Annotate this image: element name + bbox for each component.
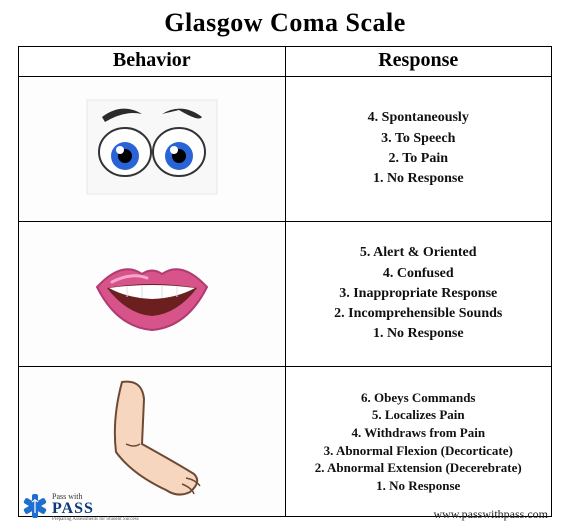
logo-text: Pass with PASS Preparing Assessments for… (52, 493, 139, 522)
logo-main-text: PASS (52, 501, 139, 517)
table-row: 5. Alert & Oriented 4. Confused 3. Inapp… (19, 222, 552, 367)
response-item: 3. Abnormal Flexion (Decorticate) (290, 442, 548, 460)
star-of-life-icon (22, 493, 48, 522)
logo-sub-text: Preparing Assessments for Student Succes… (52, 517, 139, 522)
table-row: 4. Spontaneously 3. To Speech 2. To Pain… (19, 77, 552, 222)
response-item: 6. Obeys Commands (290, 389, 548, 407)
behavior-cell-eyes (19, 77, 286, 222)
col-header-behavior: Behavior (19, 47, 286, 77)
response-item: 1. No Response (290, 477, 548, 495)
response-item: 3. To Speech (290, 129, 548, 149)
mouth-icon (77, 242, 227, 347)
pass-logo: Pass with PASS Preparing Assessments for… (22, 493, 139, 522)
eyes-icon (77, 92, 227, 207)
footer: Pass with PASS Preparing Assessments for… (22, 493, 548, 522)
response-item: 2. Abnormal Extension (Decerebrate) (290, 459, 548, 477)
response-cell-mouth: 5. Alert & Oriented 4. Confused 3. Inapp… (285, 222, 552, 367)
response-item: 1. No Response (290, 169, 548, 189)
response-item: 5. Alert & Oriented (290, 243, 548, 263)
response-item: 4. Spontaneously (290, 108, 548, 128)
footer-url: www.passwithpass.com (433, 507, 548, 522)
arm-icon (82, 374, 222, 509)
page-title: Glasgow Coma Scale (18, 8, 552, 38)
response-item: 4. Confused (290, 264, 548, 284)
response-cell-eyes: 4. Spontaneously 3. To Speech 2. To Pain… (285, 77, 552, 222)
response-item: 5. Localizes Pain (290, 406, 548, 424)
response-item: 2. To Pain (290, 149, 548, 169)
response-item: 4. Withdraws from Pain (290, 424, 548, 442)
response-item: 3. Inappropriate Response (290, 284, 548, 304)
gcs-table: Behavior Response (18, 46, 552, 517)
behavior-cell-mouth (19, 222, 286, 367)
col-header-response: Response (285, 47, 552, 77)
response-item: 2. Incomprehensible Sounds (290, 304, 548, 324)
response-item: 1. No Response (290, 324, 548, 344)
